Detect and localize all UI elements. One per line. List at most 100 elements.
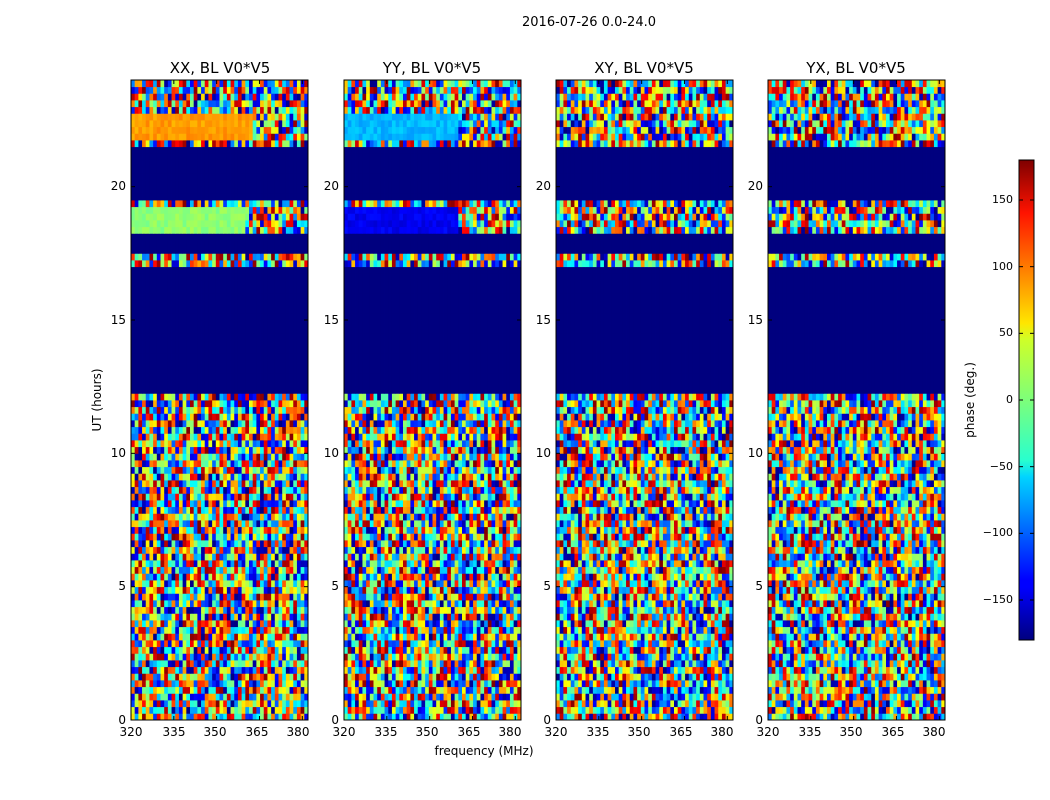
heatmap-cell: [226, 126, 231, 134]
heatmap-cell: [175, 640, 180, 648]
heatmap-cell: [289, 593, 294, 601]
heatmap-cell: [212, 140, 217, 148]
heatmap-cell: [271, 566, 276, 574]
heatmap-cell: [171, 153, 176, 161]
heatmap-cell: [241, 386, 246, 394]
heatmap-cell: [134, 326, 139, 334]
heatmap-cell: [271, 246, 276, 254]
heatmap-cell: [249, 706, 254, 714]
heatmap-cell: [293, 220, 298, 228]
heatmap-cell: [138, 646, 143, 654]
heatmap-cell: [274, 573, 279, 581]
heatmap-cell: [249, 360, 254, 368]
heatmap-cell: [134, 253, 139, 261]
heatmap-cell: [296, 680, 302, 688]
heatmap-cell: [134, 593, 139, 601]
heatmap-cell: [226, 633, 231, 641]
heatmap-cell: [293, 126, 298, 134]
heatmap-cell: [271, 413, 276, 421]
heatmap-cell: [215, 620, 220, 628]
heatmap-cell: [249, 326, 254, 334]
heatmap-cell: [226, 226, 231, 234]
heatmap-cell: [212, 220, 217, 228]
heatmap-cell: [131, 280, 136, 288]
heatmap-cell: [153, 520, 158, 528]
heatmap-cell: [134, 240, 139, 248]
x-tick-label: 380: [499, 725, 522, 739]
heatmap-cell: [245, 646, 250, 654]
heatmap-cell: [285, 520, 290, 528]
heatmap-cell: [153, 553, 158, 561]
heatmap-cell: [186, 413, 191, 421]
y-tick-label: 15: [111, 313, 126, 327]
heatmap-cell: [234, 546, 239, 554]
heatmap-cell: [271, 553, 276, 561]
heatmap-cell: [142, 280, 147, 288]
heatmap-cell: [171, 400, 176, 408]
heatmap-cell: [160, 433, 165, 441]
heatmap-cell: [149, 653, 154, 661]
heatmap-cell: [212, 360, 217, 368]
heatmap-cell: [230, 380, 235, 388]
heatmap-cell: [476, 693, 481, 701]
heatmap-cell: [296, 433, 302, 441]
heatmap-cell: [149, 466, 154, 474]
heatmap-cell: [131, 546, 136, 554]
heatmap-cell: [190, 80, 195, 88]
heatmap-cell: [149, 133, 154, 141]
heatmap-cell: [391, 700, 397, 708]
heatmap-cell: [237, 100, 243, 108]
heatmap-cell: [149, 406, 154, 414]
heatmap-cell: [278, 433, 283, 441]
heatmap-cell: [160, 286, 165, 294]
heatmap-cell: [193, 393, 198, 401]
heatmap-cell: [369, 680, 374, 688]
heatmap-cell: [175, 400, 180, 408]
heatmap-cell: [274, 106, 279, 114]
heatmap-cell: [219, 580, 224, 588]
heatmap-cell: [241, 613, 246, 621]
heatmap-cell: [480, 713, 485, 721]
heatmap-cell: [171, 146, 176, 154]
heatmap-cell: [167, 673, 172, 681]
heatmap-cell: [175, 433, 180, 441]
heatmap-cell: [285, 80, 290, 88]
heatmap-cell: [271, 353, 276, 361]
heatmap-cell: [282, 580, 287, 588]
heatmap-cell: [226, 560, 231, 568]
heatmap-cell: [226, 646, 231, 654]
heatmap-cell: [171, 333, 176, 341]
heatmap-cell: [278, 426, 283, 434]
heatmap-cell: [167, 706, 172, 714]
heatmap-cell: [293, 633, 298, 641]
heatmap-cell: [215, 413, 220, 421]
heatmap-cell: [208, 220, 213, 228]
heatmap-cell: [212, 293, 217, 301]
heatmap-cell: [252, 426, 257, 434]
heatmap-cell: [293, 446, 298, 454]
heatmap-cell: [201, 273, 206, 281]
heatmap-cell: [208, 626, 213, 634]
heatmap-cell: [186, 400, 191, 408]
heatmap-cell: [149, 520, 154, 528]
heatmap-cell: [164, 686, 169, 694]
heatmap-cell: [237, 433, 243, 441]
heatmap-cell: [234, 346, 239, 354]
heatmap-cell: [197, 653, 202, 661]
heatmap-cell: [260, 146, 265, 154]
heatmap-cell: [178, 346, 184, 354]
heatmap-cell: [190, 660, 195, 668]
heatmap-cell: [160, 506, 165, 514]
heatmap-cell: [300, 126, 305, 134]
heatmap-cell: [197, 533, 202, 541]
heatmap-cell: [271, 693, 276, 701]
heatmap-cell: [425, 680, 430, 688]
heatmap-cell: [156, 646, 161, 654]
heatmap-cell: [134, 600, 139, 608]
heatmap-cell: [278, 253, 283, 261]
heatmap-cell: [182, 226, 187, 234]
heatmap-cell: [403, 706, 408, 714]
heatmap-cell: [234, 326, 239, 334]
heatmap-cell: [278, 413, 283, 421]
heatmap-cell: [204, 273, 209, 281]
